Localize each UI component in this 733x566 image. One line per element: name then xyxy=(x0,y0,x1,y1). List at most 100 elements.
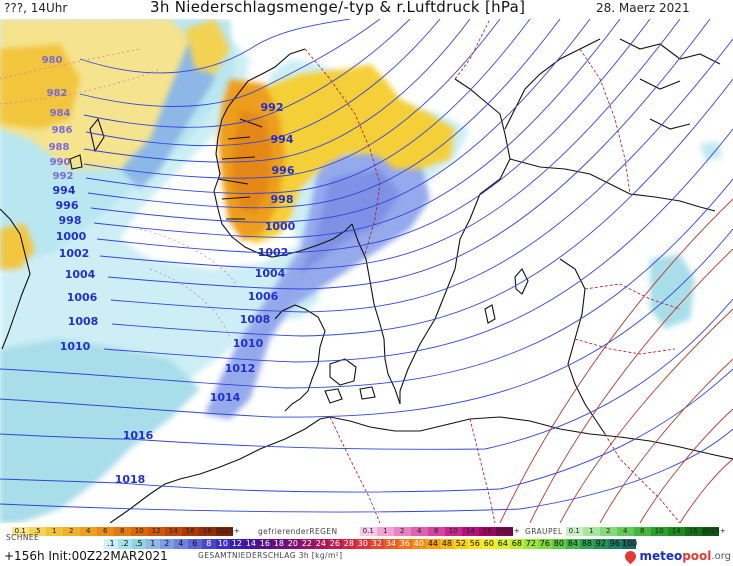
legend-rain-swatch: .5 xyxy=(132,539,146,549)
rain-east-small-patch xyxy=(700,141,722,161)
legend-rain-swatch: 92 xyxy=(594,539,608,549)
legend-rain-swatch: 40 xyxy=(412,539,426,549)
legend-graupel-swatch: 14 xyxy=(668,527,685,536)
legend-rain-swatch: 24 xyxy=(314,539,328,549)
legend-rain-swatch: 60 xyxy=(482,539,496,549)
isobar-label: 1016 xyxy=(123,429,154,442)
borders xyxy=(304,19,681,523)
isobar-label: 1010 xyxy=(233,337,264,350)
norway-fjords xyxy=(217,118,263,220)
valid-date: 28. Maerz 2021 xyxy=(596,1,690,15)
legend-freezing-swatch: 16 xyxy=(479,527,496,536)
legend-rain-swatch: 44 xyxy=(426,539,440,549)
legend-rain-swatch: 10 xyxy=(216,539,230,549)
isobar-label: 990 xyxy=(50,157,71,168)
legend-rain-swatch: 18 xyxy=(272,539,286,549)
isobar-label: 1000 xyxy=(265,220,296,233)
weather-map[interactable]: 980 982 984 986 988 990 992 994 996 998 1000 1002 10… xyxy=(0,19,733,523)
isobar-label: 996 xyxy=(56,199,79,212)
isobar-label: 992 xyxy=(53,171,74,182)
isobar-label: 1008 xyxy=(240,313,271,326)
legend-rain-swatch: 96 xyxy=(608,539,622,549)
legend-freezing-swatch: 2 xyxy=(394,527,411,536)
legend-snow-swatch: 1 xyxy=(46,527,63,536)
init-time: +156h Init:00Z22MAR2021 xyxy=(4,549,168,563)
legend-rain-swatch: 76 xyxy=(538,539,552,549)
sweden-west-coast xyxy=(351,223,401,405)
legend-rain-swatch: 80 xyxy=(552,539,566,549)
legend-rain-swatch: .1 xyxy=(104,539,118,549)
legend-rain-swatch: 6 xyxy=(188,539,202,549)
rain-east-patch xyxy=(650,254,695,329)
isobars-high xyxy=(499,198,733,523)
legend-freezing-swatch: 1 xyxy=(377,527,394,536)
denmark-jutland xyxy=(274,304,326,412)
legend-graupel-swatch: 10 xyxy=(651,527,668,536)
gotland xyxy=(484,268,529,324)
isobar-label: 982 xyxy=(47,88,68,99)
logo-part-1: meteo xyxy=(639,549,683,563)
shetland-orkney xyxy=(69,117,105,170)
legend-snow-swatch: 2025+ xyxy=(216,527,240,536)
isobar-label: 1012 xyxy=(225,362,256,375)
legend-graupel-swatch: 4 xyxy=(617,527,634,536)
rain-moderate-area-2 xyxy=(250,169,400,359)
legend-freezing-swatch: 2025+ xyxy=(496,527,520,536)
legend: 0.1.5 1 2 4 6 8 10 12 14 16 18 2025+ SCHNEE 0.1 1 2 4 8… xyxy=(0,523,733,566)
isobar-label: 1004 xyxy=(65,268,96,281)
coastlines xyxy=(0,38,733,523)
isobar-label: 996 xyxy=(272,164,295,177)
legend-rain-swatch: 100 xyxy=(622,539,638,549)
isobar-label: 1000 xyxy=(56,230,87,243)
legend-rain-swatch: 52 xyxy=(454,539,468,549)
legend-snow-swatch: 10 xyxy=(131,527,148,536)
isobars xyxy=(0,19,733,513)
legend-rain-swatch: 4 xyxy=(174,539,188,549)
legend-rain-swatch: 56 xyxy=(468,539,482,549)
legend-snow-swatch: 0.1 xyxy=(12,527,29,536)
uk-scotland-east xyxy=(0,208,31,350)
legend-snow-swatch: 18 xyxy=(199,527,216,536)
legend-rain-swatch: 2 xyxy=(160,539,174,549)
legend-rain-swatch: 88 xyxy=(580,539,594,549)
legend-freezing-swatch: 10 xyxy=(445,527,462,536)
legend-rain-swatch: 34 xyxy=(384,539,398,549)
estonia-latvia-coast xyxy=(559,258,606,435)
legend-snow-swatch: 4 xyxy=(80,527,97,536)
legend-rain-swatch: 72 xyxy=(524,539,538,549)
map-canvas: 980 982 984 986 988 990 992 994 996 998 1000 1002 10… xyxy=(0,19,733,523)
isobar-label: 1018 xyxy=(115,473,146,486)
baltic-south-coast xyxy=(329,416,733,460)
legend-graupel-swatch: 2 xyxy=(600,527,617,536)
legend-freezing-swatch: 4 xyxy=(411,527,428,536)
isobar-label: 994 xyxy=(53,184,76,197)
logo-part-2: pool xyxy=(682,549,712,563)
legend-rain-swatch: 36 xyxy=(398,539,412,549)
legend-snow-swatch: 6 xyxy=(97,527,114,536)
legend-graupel-label: GRAUPEL xyxy=(525,527,563,536)
isobar-label: 988 xyxy=(49,142,70,153)
legend-freezing-label: gefrierenderREGEN xyxy=(258,527,338,536)
legend-rain-swatch: 22 xyxy=(300,539,314,549)
legend-rain-swatch: 12 xyxy=(230,539,244,549)
location-pin-icon xyxy=(623,548,639,564)
denmark-islands xyxy=(324,358,376,404)
legend-snow-swatch: 14 xyxy=(165,527,182,536)
legend-rain-swatch: 8 xyxy=(202,539,216,549)
legend-rain-swatch: 20 xyxy=(286,539,300,549)
legend-snow-swatch: 2 xyxy=(63,527,80,536)
meteopool-logo[interactable]: meteo pool .org xyxy=(623,548,731,564)
isobar-label: 1014 xyxy=(210,391,241,404)
legend-rain-swatch: 28 xyxy=(342,539,356,549)
snow-medium-area-2 xyxy=(185,19,230,74)
isobar-label: 1008 xyxy=(68,315,99,328)
isobar-labels: 980 982 984 986 988 990 992 994 996 998 1000 1002 10… xyxy=(42,55,296,486)
legend-rain-swatch: 26 xyxy=(328,539,342,549)
legend-rain-swatch: 14 xyxy=(244,539,258,549)
legend-rain-swatch: .2 xyxy=(118,539,132,549)
map-title: 3h Niederschlagsmenge/-typ & r.Luftdruck… xyxy=(150,0,526,16)
rain-southwest-strip xyxy=(0,339,200,523)
sweden-east-coast xyxy=(399,78,511,404)
norway-coast xyxy=(213,48,353,258)
legend-freezing-swatch: 0.1 xyxy=(360,527,377,536)
